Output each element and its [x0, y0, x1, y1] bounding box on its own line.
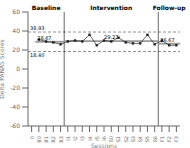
- svg-text:28.67: 28.67: [37, 35, 51, 41]
- svg-text:S2: S2: [123, 136, 129, 142]
- svg-text:B3: B3: [58, 136, 64, 143]
- svg-text:Delta PANAS Scores: Delta PANAS Scores: [0, 39, 5, 99]
- svg-text:B0: B0: [36, 136, 42, 143]
- svg-text:S6: S6: [152, 136, 158, 142]
- svg-text:I1: I1: [65, 136, 71, 141]
- svg-text:40: 40: [12, 27, 20, 34]
- svg-text:S3: S3: [130, 136, 136, 142]
- svg-text:38.93: 38.93: [30, 25, 44, 31]
- svg-text:I3: I3: [79, 136, 85, 141]
- svg-text:Follow-up: Follow-up: [153, 4, 187, 12]
- svg-text:F2: F2: [166, 136, 172, 142]
- svg-text:-20: -20: [10, 84, 20, 91]
- svg-text:-60: -60: [10, 122, 20, 129]
- svg-text:I5: I5: [94, 136, 100, 141]
- svg-text:Baseline: Baseline: [32, 4, 61, 11]
- svg-text:S5: S5: [144, 136, 150, 142]
- svg-text:20: 20: [12, 46, 20, 53]
- svg-text:0: 0: [16, 65, 20, 72]
- svg-text:F1: F1: [159, 136, 165, 142]
- svg-text:I4: I4: [87, 136, 93, 141]
- svg-text:F3: F3: [173, 136, 179, 142]
- svg-text:-40: -40: [10, 103, 20, 110]
- svg-text:B2: B2: [50, 136, 56, 143]
- svg-text:S4: S4: [137, 136, 143, 142]
- svg-text:I2: I2: [72, 136, 78, 141]
- svg-text:B1: B1: [43, 136, 49, 143]
- svg-text:0: 0: [29, 136, 35, 139]
- svg-text:29.27: 29.27: [104, 34, 118, 40]
- svg-text:26.67: 26.67: [160, 37, 174, 43]
- svg-text:S0: S0: [108, 136, 115, 143]
- svg-text:Sessions: Sessions: [91, 142, 117, 148]
- svg-text:18.40: 18.40: [30, 52, 44, 58]
- svg-text:Intervention: Intervention: [90, 4, 132, 11]
- svg-text:S1: S1: [115, 136, 122, 143]
- svg-text:60: 60: [12, 8, 20, 15]
- svg-text:I6: I6: [101, 136, 107, 141]
